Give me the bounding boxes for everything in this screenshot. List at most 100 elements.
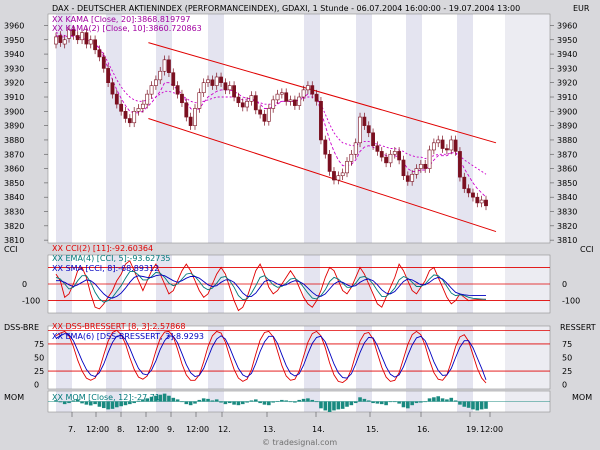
candle-body (127, 118, 132, 124)
candle-body (145, 93, 150, 105)
mom-bar (214, 399, 219, 402)
candle-body (193, 108, 197, 126)
candle-body (397, 151, 402, 161)
y-tick-label-left: 3820 (4, 222, 24, 231)
candle-body (462, 176, 467, 189)
candle-body (197, 92, 202, 109)
kama10-line (55, 35, 487, 198)
candle-body (245, 101, 250, 108)
session-band (156, 326, 172, 389)
mom-bar (432, 397, 436, 402)
candle-body (332, 171, 336, 181)
y-tick-label-right: 3860 (557, 165, 577, 174)
y-tick-label-left: 3950 (4, 36, 24, 45)
mom-bar (80, 401, 84, 404)
cci-tick-label-left: 0 (22, 280, 27, 289)
candle-body (58, 35, 63, 43)
candle-body (366, 125, 371, 134)
candle-body (67, 29, 71, 39)
mom-bar (388, 401, 393, 403)
dss-series-line-1 (55, 333, 487, 380)
y-tick-label-right: 3870 (557, 150, 577, 159)
candle-body (149, 85, 154, 95)
dss-tick-label-left: 50 (34, 354, 44, 363)
mom-bar (462, 401, 467, 407)
session-band (457, 14, 473, 243)
y-tick-label-left: 3960 (4, 21, 24, 30)
x-tick-label: 12:00 (136, 425, 159, 434)
y-tick-label-right: 3960 (557, 21, 577, 30)
cci-series-line-0 (55, 260, 487, 312)
candle-body (375, 145, 380, 152)
y-tick-label-left: 3930 (4, 64, 24, 73)
candle-body (84, 32, 89, 45)
mom-bar (436, 396, 441, 402)
candle-body (62, 39, 67, 45)
y-tick-label-left: 3880 (4, 136, 24, 145)
candle-body (371, 132, 375, 146)
mom-bar (414, 401, 419, 404)
candle-body (210, 79, 215, 86)
mom-bar (223, 401, 228, 405)
mom-bar (101, 401, 106, 409)
mom-bar (293, 401, 297, 403)
candle-body (471, 192, 475, 198)
mom-bar (240, 401, 245, 405)
y-tick-label-right: 3830 (557, 208, 577, 217)
mom-bar (175, 399, 180, 402)
y-tick-label-right: 3900 (557, 107, 577, 116)
mom-bar (440, 398, 445, 402)
mom-bar (123, 401, 128, 406)
dss-tick-label-right: 0 (562, 381, 567, 390)
mom-label-right: MOM (572, 393, 592, 402)
chart-title: DAX - DEUTSCHER AKTIENINDEX (PERFORMANCE… (52, 4, 520, 13)
candle-body (184, 102, 189, 118)
y-tick-label-left: 3850 (4, 179, 24, 188)
candle-body (384, 156, 389, 164)
mom-bar (445, 399, 449, 402)
mom-legend-entry: XX MOM [Close, 12]:-27.71 (52, 393, 160, 402)
mom-bar (419, 401, 423, 403)
candle-body (405, 175, 410, 182)
mom-bar (358, 397, 362, 402)
dss-tick-label-left: 25 (34, 367, 44, 376)
candle-body (206, 79, 210, 84)
candle-body (323, 139, 328, 155)
candle-body (427, 149, 432, 169)
mom-bar (136, 400, 141, 402)
x-tick-label: 19. (466, 425, 479, 434)
candle-body (349, 153, 354, 162)
candle-body (75, 35, 80, 41)
mom-bar (201, 398, 206, 402)
panel-frame-dss (47, 325, 551, 390)
mom-bar (301, 398, 306, 402)
mom-bar (392, 401, 397, 403)
cci-label-left: CCI (4, 245, 18, 254)
candle-body (275, 93, 280, 101)
mom-bar (58, 401, 63, 403)
y-tick-label-left: 3840 (4, 193, 24, 202)
y-tick-label-left: 3900 (4, 107, 24, 116)
mom-bar (184, 401, 189, 405)
mom-bar (193, 401, 197, 404)
mom-bar (453, 400, 458, 402)
candle-body (266, 108, 271, 122)
mom-bar (110, 401, 115, 409)
candle-body (475, 196, 480, 204)
dss-series-line-0 (55, 329, 487, 384)
candle-body (201, 82, 206, 94)
mom-bar (280, 399, 284, 402)
mom-bar (219, 401, 223, 403)
mom-bar (475, 401, 480, 411)
candle-body (240, 102, 245, 108)
y-tick-label-left: 3830 (4, 208, 24, 217)
cci-tick-label-right: -100 (562, 297, 580, 306)
x-tick-label: 12:00 (186, 425, 209, 434)
candle-body (158, 70, 163, 81)
candle-body (314, 93, 319, 102)
y-tick-label-left: 3920 (4, 79, 24, 88)
candle-body (279, 92, 284, 95)
candle-body (284, 92, 289, 102)
mom-bar (67, 401, 71, 404)
dss-tick-label-right: 25 (562, 367, 572, 376)
